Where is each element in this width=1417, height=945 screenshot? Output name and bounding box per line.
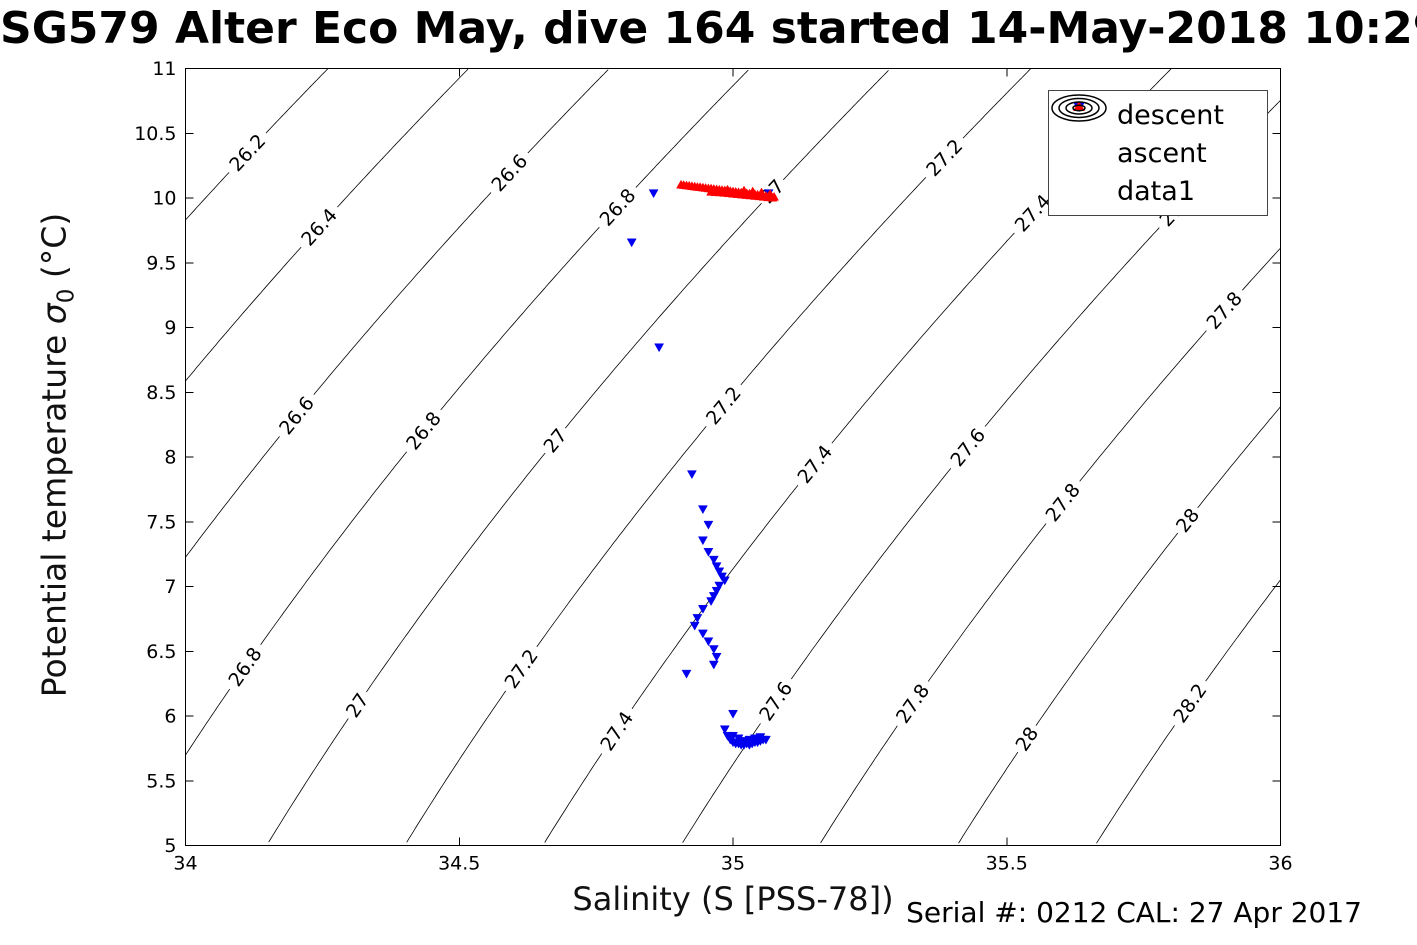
- y-tick-label: 6: [164, 706, 176, 728]
- contour-label: 27.2: [496, 640, 546, 698]
- legend-item-ascent: ascent: [1049, 101, 1267, 172]
- contour-line: [185, 69, 749, 756]
- contour-label: 27.8: [1198, 282, 1251, 338]
- x-tick-label: 34: [173, 853, 197, 875]
- x-axis-label: Salinity (S [PSS-78]): [572, 880, 894, 918]
- contour-labels: 26.226.426.626.626.826.826.827272727.227…: [220, 125, 1251, 760]
- contour-label: 27.4: [789, 436, 841, 493]
- svg-text:27: 27: [539, 425, 571, 458]
- legend-label: data1: [1117, 175, 1195, 207]
- contour-label: 26.8: [220, 638, 270, 696]
- x-tick-labels: 34 34.5 35 35.5 36: [173, 853, 1292, 875]
- y-tick-labels: 5 5.5 6 6.5 7 7.5 8 8.5 9 9.5 10 10.5 11: [134, 58, 176, 857]
- contour-line: [958, 406, 1281, 844]
- contour-label: 26.2: [220, 125, 274, 180]
- contour-label: 28.2: [1165, 674, 1215, 732]
- y-tick-label: 8.5: [146, 382, 176, 404]
- contour-label: 27: [536, 421, 574, 460]
- sigma-subscript: 0: [53, 288, 80, 304]
- legend: descent ascent data1: [1048, 90, 1268, 216]
- contour-label: 27.8: [1037, 474, 1089, 531]
- y-tick-label: 9.5: [146, 252, 176, 274]
- contour-label: 26.6: [270, 387, 323, 444]
- legend-label: ascent: [1117, 137, 1207, 169]
- contour-label: 27.4: [592, 702, 642, 760]
- contour-label: 28: [1008, 719, 1046, 759]
- contour-line: [268, 70, 889, 843]
- x-tick-label: 36: [1268, 853, 1292, 875]
- ascent-markers: [676, 179, 780, 202]
- contour-label: 27.2: [697, 377, 750, 434]
- x-tick-label: 35.5: [986, 853, 1028, 875]
- y-axis-label-units: (°C): [34, 212, 74, 289]
- legend-item-data1: data1: [1049, 94, 1267, 210]
- contour-label: 27.6: [942, 419, 994, 476]
- plot-title: SG579 Alter Eco May, dive 164 started 14…: [0, 3, 1417, 54]
- descent-markers: [626, 189, 774, 750]
- legend-label: descent: [1117, 99, 1224, 131]
- axes-frame: [185, 68, 1281, 846]
- x-tick-label: 35: [721, 853, 745, 875]
- contour-label: 28: [1169, 501, 1207, 540]
- y-tick-label: 8: [164, 447, 176, 469]
- y-tick-label: 7.5: [146, 511, 176, 533]
- contour-label: 26.4: [292, 199, 346, 255]
- y-tick-label: 9: [164, 317, 176, 339]
- contour-label: 26.8: [398, 402, 450, 459]
- y-axis-label: Potential temperature σ0 (°C): [35, 213, 80, 697]
- contour-label: 27.6: [751, 672, 801, 730]
- contour-label: 26.8: [591, 179, 644, 235]
- contour-label: 27.8: [888, 675, 938, 733]
- contour-label: 27: [339, 685, 376, 725]
- x-tick-label: 34.5: [438, 853, 480, 875]
- y-axis-label-text: Potential temperature: [34, 324, 74, 698]
- y-tick-label: 6.5: [146, 641, 176, 663]
- contour-label: 26.6: [482, 145, 536, 201]
- contour-line: [185, 69, 609, 558]
- y-tick-label: 10.5: [134, 123, 176, 145]
- serial-cal-text: Serial #: 0212 CAL: 27 Apr 2017: [906, 896, 1362, 929]
- contour-label: 27.2: [917, 130, 971, 185]
- y-tick-label: 11: [152, 58, 176, 80]
- y-tick-label: 5.5: [146, 770, 176, 792]
- y-tick-label: 7: [164, 576, 176, 598]
- sigma-symbol: σ: [34, 303, 74, 325]
- y-tick-label: 10: [152, 188, 176, 210]
- y-tick-label: 5: [164, 835, 176, 857]
